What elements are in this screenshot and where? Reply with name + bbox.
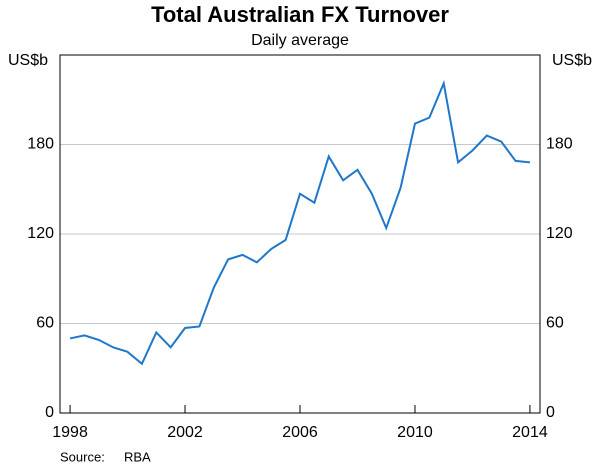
x-tick-label: 2002 xyxy=(167,424,203,441)
y-tick-label-left: 180 xyxy=(27,136,54,153)
chart-title: Total Australian FX Turnover xyxy=(151,2,449,27)
y-tick-label-right: 0 xyxy=(546,404,555,421)
y-tick-label-left: 120 xyxy=(27,225,54,242)
y-tick-label-right: 180 xyxy=(546,136,573,153)
y-tick-label-right: 120 xyxy=(546,225,573,242)
y-tick-label-right: 60 xyxy=(546,315,564,332)
x-tick-label: 2006 xyxy=(282,424,318,441)
x-tick-label: 1998 xyxy=(52,424,88,441)
x-tick-label: 2014 xyxy=(512,424,548,441)
x-tick-label: 2010 xyxy=(397,424,433,441)
y-unit-right: US$b xyxy=(552,52,592,69)
chart-subtitle: Daily average xyxy=(251,32,349,49)
y-tick-label-left: 60 xyxy=(36,315,54,332)
source: RBA xyxy=(124,449,151,464)
y-unit-left: US$b xyxy=(8,52,48,69)
source-label: Source: xyxy=(60,449,105,464)
data-line xyxy=(69,79,531,366)
y-tick-label-left: 0 xyxy=(45,404,54,421)
